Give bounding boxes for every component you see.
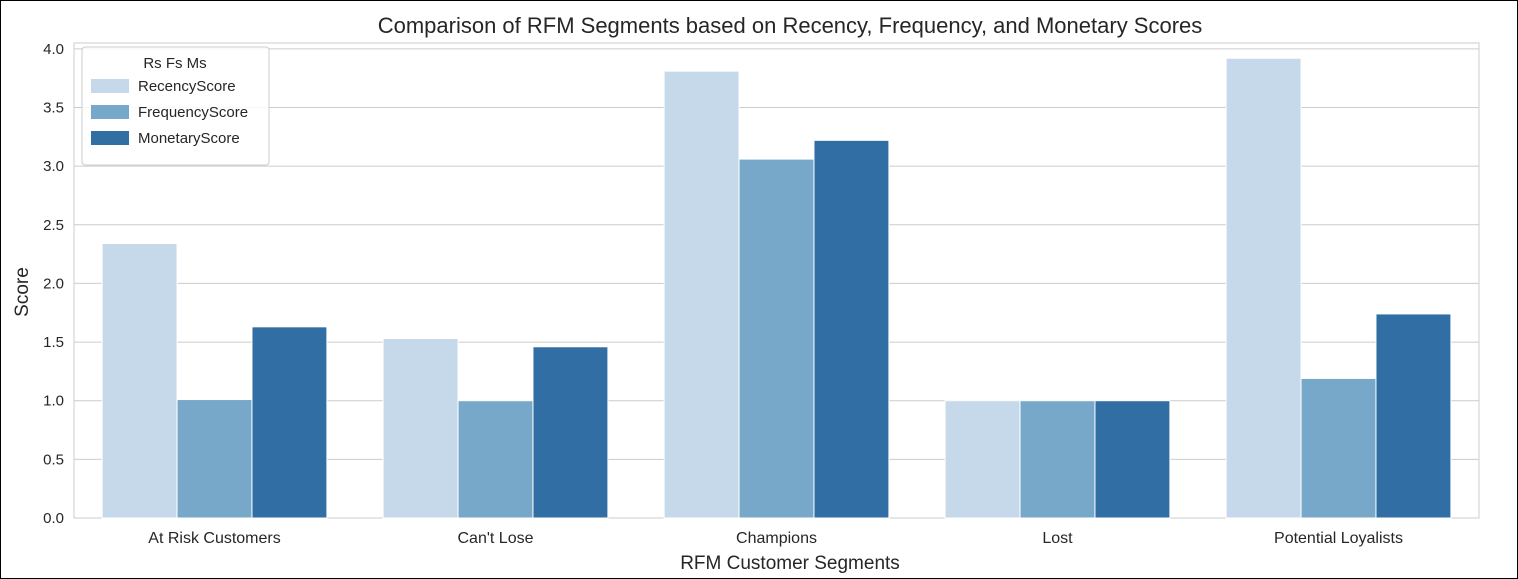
bar-recencyscore-champions: [663, 70, 740, 519]
legend-title: Rs Fs Ms: [143, 55, 206, 72]
bar-recencyscore-lost: [944, 400, 1021, 519]
legend-label-recencyscore: RecencyScore: [138, 78, 236, 95]
y-tick-label: 0.0: [43, 510, 64, 527]
y-tick-label: 2.5: [43, 217, 64, 234]
bar-monetaryscore-champions: [813, 139, 890, 519]
x-tick-label: At Risk Customers: [148, 530, 280, 547]
y-tick-label: 3.0: [43, 158, 64, 175]
bar-recencyscore-can-t-lose: [382, 338, 459, 519]
y-tick-label: 0.5: [43, 451, 64, 468]
legend-label-monetaryscore: MonetaryScore: [138, 130, 240, 147]
bar-monetaryscore-lost: [1094, 400, 1171, 519]
bar-frequencyscore-at-risk-customers: [176, 399, 253, 519]
bar-monetaryscore-at-risk-customers: [251, 326, 328, 519]
x-axis-label: RFM Customer Segments: [680, 553, 900, 574]
y-tick-labels: 0.0 0.5 1.0 1.5 2.0 2.5 3.0 3.5 4.0: [43, 41, 64, 527]
bar-frequencyscore-potential-loyalists: [1300, 377, 1377, 519]
x-tick-label: Potential Loyalists: [1274, 530, 1403, 547]
bar-recencyscore-potential-loyalists: [1225, 57, 1302, 519]
bar-frequencyscore-can-t-lose: [457, 400, 534, 519]
y-tick-label: 1.5: [43, 334, 64, 351]
bars: [101, 57, 1452, 519]
bar-monetaryscore-potential-loyalists: [1375, 313, 1452, 519]
y-tick-label: 4.0: [43, 41, 64, 58]
x-tick-label: Lost: [1042, 530, 1073, 547]
legend-swatch-monetaryscore: [91, 131, 129, 145]
legend-swatch-recencyscore: [91, 79, 129, 93]
legend: Rs Fs Ms RecencyScore FrequencyScore Monet…: [81, 46, 270, 166]
x-tick-labels: At Risk Customers Can't Lose Champions Lost…: [148, 530, 1403, 547]
bar-monetaryscore-can-t-lose: [532, 346, 609, 519]
x-tick-label: Champions: [736, 530, 817, 547]
bar-recencyscore-at-risk-customers: [101, 243, 178, 519]
bar-frequencyscore-lost: [1019, 400, 1096, 519]
y-tick-label: 3.5: [43, 100, 64, 117]
x-tick-label: Can't Lose: [458, 530, 534, 547]
y-tick-label: 2.0: [43, 275, 64, 292]
y-tick-label: 1.0: [43, 393, 64, 410]
chart-title: Comparison of RFM Segments based on Rece…: [378, 13, 1203, 38]
y-axis-label: Score: [12, 267, 33, 317]
bar-frequencyscore-champions: [738, 158, 815, 519]
legend-swatch-frequencyscore: [91, 105, 129, 119]
legend-label-frequencyscore: FrequencyScore: [138, 104, 248, 121]
